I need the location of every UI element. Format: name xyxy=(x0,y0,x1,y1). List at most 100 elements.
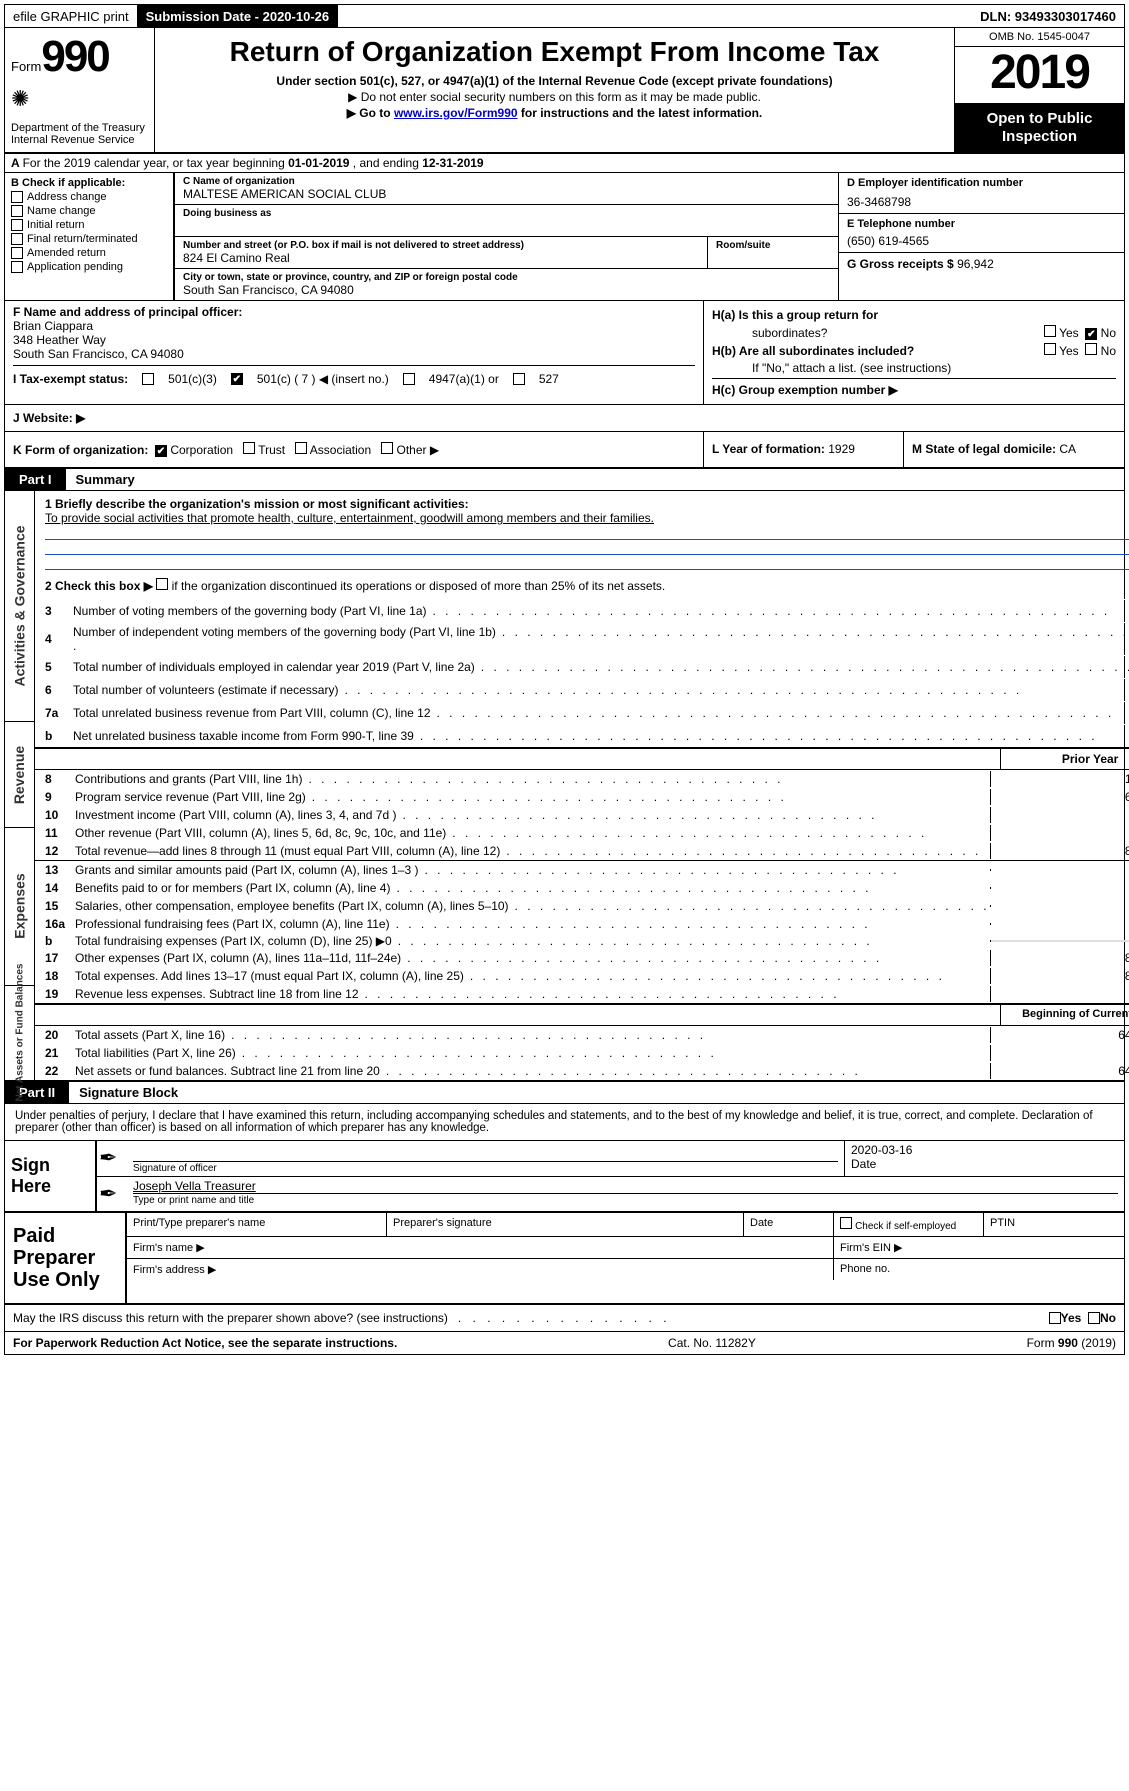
cb-amended-return[interactable]: Amended return xyxy=(11,247,167,259)
cb-assoc[interactable] xyxy=(295,442,307,454)
row-klm: K Form of organization: ✔ Corporation Tr… xyxy=(4,432,1125,469)
finance-row: 17Other expenses (Part IX, column (A), l… xyxy=(35,949,1129,967)
perjury-statement: Under penalties of perjury, I declare th… xyxy=(5,1104,1124,1141)
sig-date: 2020-03-16 xyxy=(851,1143,1118,1157)
subtitle-2: ▶ Do not enter social security numbers o… xyxy=(163,90,946,104)
gov-row: 3Number of voting members of the governi… xyxy=(35,599,1129,622)
summary-section: Activities & Governance Revenue Expenses… xyxy=(4,491,1125,1082)
mission-text: To provide social activities that promot… xyxy=(45,511,1129,525)
year-formation: 1929 xyxy=(828,442,855,456)
state-domicile: CA xyxy=(1059,442,1076,456)
part-2-header: Part II Signature Block xyxy=(4,1082,1125,1104)
sign-here-label: Sign Here xyxy=(5,1141,95,1211)
form-word: Form xyxy=(11,59,41,74)
telephone: (650) 619-4565 xyxy=(847,234,1116,248)
finance-row: bTotal fundraising expenses (Part IX, co… xyxy=(35,933,1129,949)
top-bar: efile GRAPHIC print Submission Date - 20… xyxy=(4,4,1125,28)
cb-4947[interactable] xyxy=(403,373,415,385)
cb-corp[interactable]: ✔ xyxy=(155,445,167,457)
city-state-zip: South San Francisco, CA 94080 xyxy=(183,283,830,297)
col-f-officer: F Name and address of principal officer:… xyxy=(5,301,704,404)
header-left: Form990 ✺ Department of the Treasury Int… xyxy=(5,28,155,152)
topbar-spacer xyxy=(338,5,972,27)
cb-ha-no[interactable]: ✔ xyxy=(1085,328,1097,340)
col-b-checkboxes: B Check if applicable: Address change Na… xyxy=(5,173,175,300)
finance-row: 18Total expenses. Add lines 13–17 (must … xyxy=(35,967,1129,985)
cb-q2[interactable] xyxy=(156,578,168,590)
finance-row: 14Benefits paid to or for members (Part … xyxy=(35,879,1129,897)
finance-row: 22Net assets or fund balances. Subtract … xyxy=(35,1062,1129,1080)
subtitle-3: ▶ Go to www.irs.gov/Form990 for instruct… xyxy=(163,106,946,120)
gov-row: 6Total number of volunteers (estimate if… xyxy=(35,678,1129,701)
officer-addr2: South San Francisco, CA 94080 xyxy=(13,347,184,361)
signature-block: Under penalties of perjury, I declare th… xyxy=(4,1104,1125,1213)
finance-row: 16aProfessional fundraising fees (Part I… xyxy=(35,915,1129,933)
finance-row: 15Salaries, other compensation, employee… xyxy=(35,897,1129,915)
header-mid: Return of Organization Exempt From Incom… xyxy=(155,28,954,152)
subtitle-1: Under section 501(c), 527, or 4947(a)(1)… xyxy=(163,74,946,88)
cb-name-change[interactable]: Name change xyxy=(11,205,167,217)
finance-row: 19Revenue less expenses. Subtract line 1… xyxy=(35,985,1129,1003)
sign-arrow-icon: ✒ xyxy=(97,1141,127,1176)
gov-row: 7aTotal unrelated business revenue from … xyxy=(35,701,1129,724)
instructions-link[interactable]: www.irs.gov/Form990 xyxy=(394,106,518,120)
cb-discuss-yes[interactable] xyxy=(1049,1312,1061,1324)
submission-date: Submission Date - 2020-10-26 xyxy=(138,5,339,27)
form-header: Form990 ✺ Department of the Treasury Int… xyxy=(4,28,1125,154)
omb-number: OMB No. 1545-0047 xyxy=(955,28,1124,47)
finance-row: 10Investment income (Part VIII, column (… xyxy=(35,806,1129,824)
gov-row: bNet unrelated business taxable income f… xyxy=(35,724,1129,747)
form-number: 990 xyxy=(41,32,108,81)
finance-row: 21Total liabilities (Part X, line 26)00 xyxy=(35,1044,1129,1062)
cb-hb-no[interactable] xyxy=(1085,343,1097,355)
efile-graphic-print[interactable]: efile GRAPHIC print xyxy=(5,5,138,27)
tax-year: 2019 xyxy=(955,47,1124,104)
gov-row: 4Number of independent voting members of… xyxy=(35,622,1129,655)
form-title: Return of Organization Exempt From Incom… xyxy=(163,36,946,68)
header-right: OMB No. 1545-0047 2019 Open to Public In… xyxy=(954,28,1124,152)
ein: 36-3468798 xyxy=(847,195,1116,209)
cb-501c3[interactable] xyxy=(142,373,154,385)
finance-row: 9Program service revenue (Part VIII, lin… xyxy=(35,788,1129,806)
cb-final-return[interactable]: Final return/terminated xyxy=(11,233,167,245)
cb-527[interactable] xyxy=(513,373,525,385)
finance-row: 13Grants and similar amounts paid (Part … xyxy=(35,861,1129,879)
dept-treasury: Department of the Treasury Internal Reve… xyxy=(11,122,148,146)
finance-row: 11Other revenue (Part VIII, column (A), … xyxy=(35,824,1129,842)
row-a-tax-year: A For the 2019 calendar year, or tax yea… xyxy=(4,154,1125,173)
officer-name-title: Joseph Vella Treasurer xyxy=(133,1179,1118,1193)
cb-ha-yes[interactable] xyxy=(1044,325,1056,337)
gross-receipts: 96,942 xyxy=(957,257,994,271)
irs-discuss-row: May the IRS discuss this return with the… xyxy=(4,1305,1125,1332)
block-bcde: B Check if applicable: Address change Na… xyxy=(4,173,1125,301)
block-fh: F Name and address of principal officer:… xyxy=(4,301,1125,405)
col-de: D Employer identification number 36-3468… xyxy=(839,173,1124,300)
dba xyxy=(183,219,830,233)
open-to-public: Open to Public Inspection xyxy=(955,104,1124,152)
gov-row: 5Total number of individuals employed in… xyxy=(35,655,1129,678)
sign-arrow-icon-2: ✒ xyxy=(97,1177,127,1211)
cb-501c[interactable]: ✔ xyxy=(231,373,243,385)
cb-initial-return[interactable]: Initial return xyxy=(11,219,167,231)
cb-discuss-no[interactable] xyxy=(1088,1312,1100,1324)
dln: DLN: 93493303017460 xyxy=(972,5,1124,27)
cb-address-change[interactable]: Address change xyxy=(11,191,167,203)
paid-preparer-block: Paid Preparer Use Only Print/Type prepar… xyxy=(4,1213,1125,1305)
officer-addr1: 348 Heather Way xyxy=(13,333,106,347)
street-address: 824 El Camino Real xyxy=(183,251,699,265)
cb-trust[interactable] xyxy=(243,442,255,454)
finance-row: 20Total assets (Part X, line 16)641,3036… xyxy=(35,1026,1129,1044)
col-h-group: H(a) Is this a group return for subordin… xyxy=(704,301,1124,404)
row-j-website: J Website: ▶ xyxy=(4,405,1125,432)
col-c-org-info: C Name of organization MALTESE AMERICAN … xyxy=(175,173,839,300)
cb-other[interactable] xyxy=(381,442,393,454)
officer-name: Brian Ciappara xyxy=(13,319,93,333)
cb-self-employed[interactable] xyxy=(840,1217,852,1229)
cb-hb-yes[interactable] xyxy=(1044,343,1056,355)
irs-seal-icon: ✺ xyxy=(11,86,148,112)
org-name: MALTESE AMERICAN SOCIAL CLUB xyxy=(183,187,830,201)
finance-row: 8Contributions and grants (Part VIII, li… xyxy=(35,770,1129,788)
finance-row: 12Total revenue—add lines 8 through 11 (… xyxy=(35,842,1129,860)
cb-application-pending[interactable]: Application pending xyxy=(11,261,167,273)
footer-row: For Paperwork Reduction Act Notice, see … xyxy=(4,1332,1125,1355)
